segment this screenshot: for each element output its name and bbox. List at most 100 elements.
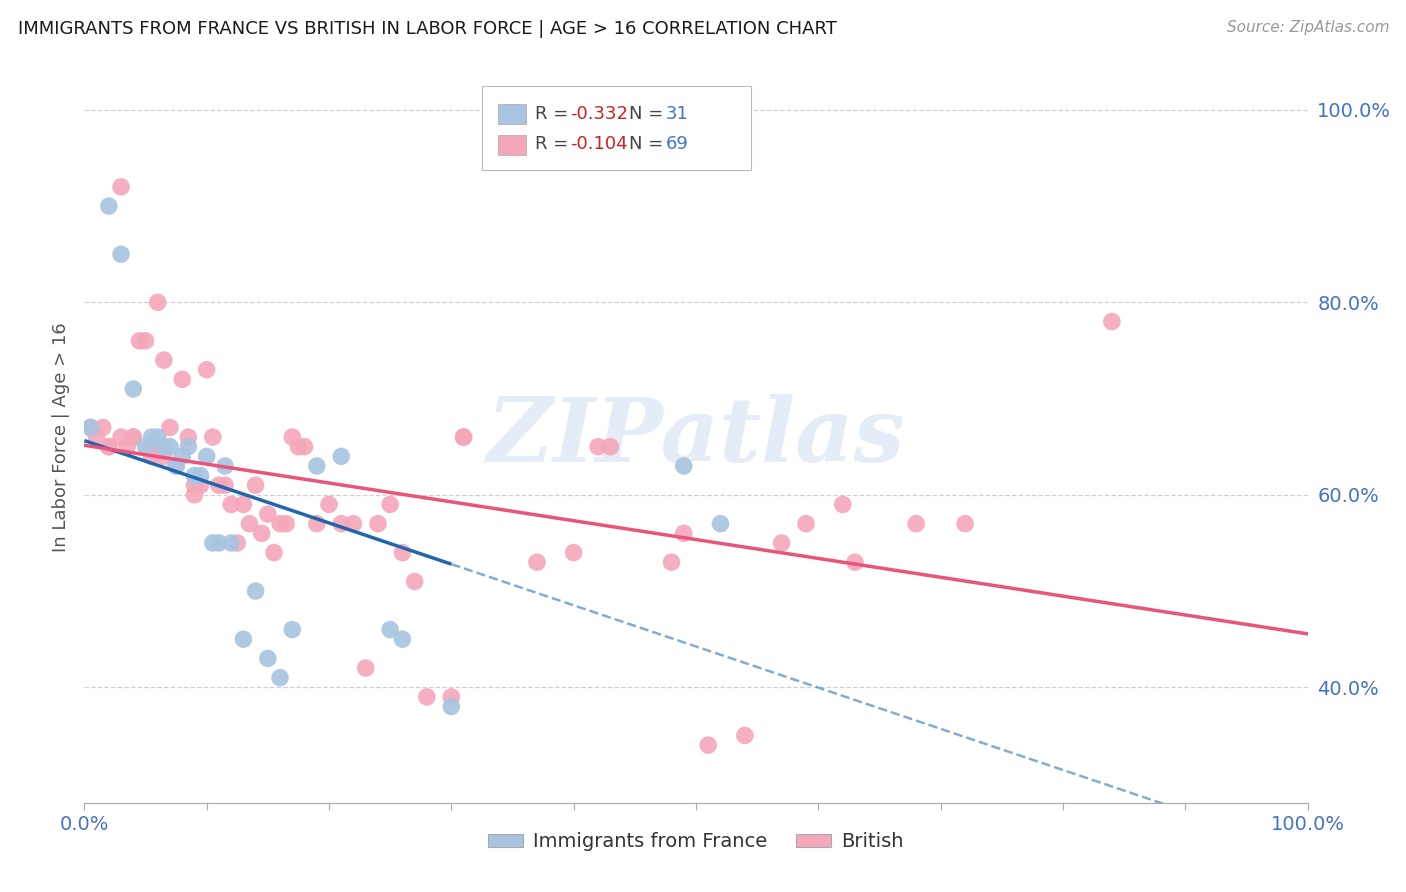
Point: [122, 382, 145, 396]
Point: [79, 420, 101, 434]
Text: R =: R =: [534, 104, 574, 122]
Point: [177, 440, 200, 454]
Text: N =: N =: [628, 136, 669, 153]
Point: [380, 498, 402, 512]
Point: [141, 440, 163, 454]
Point: [526, 555, 548, 569]
Text: ZIPatlas: ZIPatlas: [488, 394, 904, 480]
Point: [165, 458, 187, 473]
Text: Source: ZipAtlas.com: Source: ZipAtlas.com: [1226, 20, 1389, 35]
Point: [416, 690, 439, 704]
Point: [172, 372, 194, 386]
Point: [183, 478, 205, 492]
Point: [135, 440, 157, 454]
Point: [115, 440, 138, 454]
Point: [1101, 315, 1123, 329]
Point: [599, 440, 621, 454]
Point: [844, 555, 866, 569]
Point: [391, 632, 413, 647]
Point: [159, 440, 181, 454]
Point: [440, 699, 463, 714]
Point: [276, 516, 298, 531]
Point: [232, 632, 254, 647]
Y-axis label: In Labor Force | Age > 16: In Labor Force | Age > 16: [52, 322, 70, 552]
Point: [831, 498, 853, 512]
Text: -0.332: -0.332: [569, 104, 628, 122]
Point: [122, 430, 145, 444]
Point: [905, 516, 928, 531]
Point: [250, 526, 273, 541]
Point: [367, 516, 389, 531]
Point: [330, 450, 353, 464]
Point: [257, 507, 280, 521]
Point: [208, 478, 231, 492]
Point: [122, 430, 145, 444]
Text: N =: N =: [628, 104, 669, 122]
Point: [770, 536, 793, 550]
Point: [263, 545, 285, 559]
FancyBboxPatch shape: [482, 86, 751, 170]
Point: [201, 536, 224, 550]
Point: [183, 468, 205, 483]
Point: [404, 574, 426, 589]
Point: [453, 430, 475, 444]
Point: [79, 420, 101, 434]
Point: [245, 584, 267, 599]
Point: [214, 478, 236, 492]
Point: [195, 450, 218, 464]
Point: [661, 555, 683, 569]
Point: [110, 247, 132, 261]
Point: [153, 440, 176, 454]
Point: [97, 440, 120, 454]
Point: [672, 458, 695, 473]
Point: [380, 623, 402, 637]
Legend: Immigrants from France, British: Immigrants from France, British: [481, 824, 911, 859]
Point: [294, 440, 316, 454]
Point: [354, 661, 377, 675]
Point: [318, 498, 340, 512]
Point: [214, 458, 236, 473]
Point: [141, 430, 163, 444]
Point: [190, 468, 212, 483]
Point: [159, 420, 181, 434]
Point: [269, 516, 291, 531]
Text: IMMIGRANTS FROM FRANCE VS BRITISH IN LABOR FORCE | AGE > 16 CORRELATION CHART: IMMIGRANTS FROM FRANCE VS BRITISH IN LAB…: [18, 20, 837, 37]
Point: [794, 516, 817, 531]
Point: [153, 353, 176, 368]
Point: [128, 334, 150, 348]
Point: [146, 295, 169, 310]
Point: [183, 488, 205, 502]
Point: [269, 671, 291, 685]
Point: [586, 440, 609, 454]
Point: [208, 536, 231, 550]
Point: [305, 458, 328, 473]
Point: [562, 545, 585, 559]
Point: [453, 430, 475, 444]
Point: [245, 478, 267, 492]
Point: [177, 430, 200, 444]
Point: [86, 430, 108, 444]
Point: [219, 536, 242, 550]
Point: [440, 690, 463, 704]
Point: [97, 199, 120, 213]
Point: [305, 516, 328, 531]
Point: [709, 516, 731, 531]
Point: [697, 738, 720, 752]
Point: [141, 450, 163, 464]
Point: [330, 516, 353, 531]
Point: [672, 526, 695, 541]
Bar: [498, 135, 526, 155]
Point: [391, 545, 413, 559]
Point: [146, 430, 169, 444]
Point: [201, 430, 224, 444]
Text: 69: 69: [665, 136, 689, 153]
Point: [238, 516, 260, 531]
Point: [953, 516, 976, 531]
Point: [195, 362, 218, 376]
Point: [190, 478, 212, 492]
Point: [153, 450, 176, 464]
Point: [287, 440, 309, 454]
Point: [219, 498, 242, 512]
Text: -0.104: -0.104: [569, 136, 627, 153]
Point: [281, 623, 304, 637]
